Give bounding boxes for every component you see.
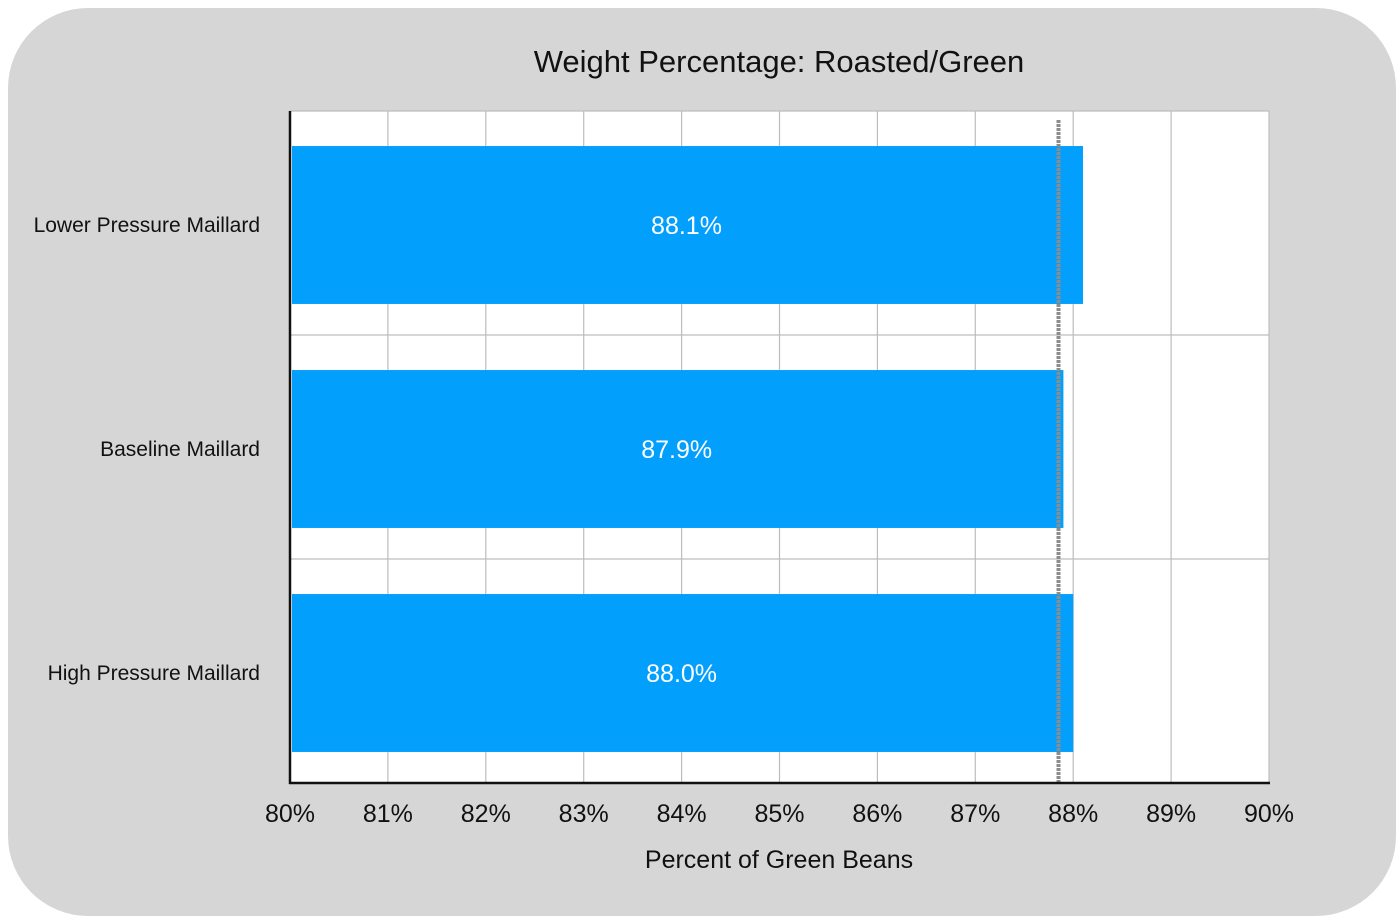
x-axis-title: Percent of Green Beans [645, 846, 913, 874]
x-tick-label: 89% [1146, 800, 1196, 828]
bar [292, 370, 1064, 528]
x-tick-label: 84% [657, 800, 707, 828]
x-tick-label: 87% [950, 800, 1000, 828]
chart-title: Weight Percentage: Roasted/Green [534, 44, 1025, 79]
x-tick-label: 85% [754, 800, 804, 828]
x-tick-label: 88% [1048, 800, 1098, 828]
bar-data-label: 87.9% [641, 436, 712, 464]
category-label: Lower Pressure Maillard [34, 214, 260, 237]
category-label: High Pressure Maillard [48, 662, 260, 685]
bar [292, 594, 1074, 752]
x-tick-label: 83% [559, 800, 609, 828]
bar-data-label: 88.1% [651, 212, 722, 240]
x-tick-label: 80% [265, 800, 315, 828]
x-tick-label: 86% [852, 800, 902, 828]
bar-data-label: 88.0% [646, 660, 717, 688]
category-labels: Lower Pressure Maillard Baseline Maillard… [34, 214, 260, 685]
axes [288, 111, 1270, 785]
x-tick-label: 81% [363, 800, 413, 828]
x-tick-labels: 80% 81% 82% 83% 84% 85% 86% 87% 88% 89% 90% [265, 800, 1294, 828]
x-tick-label: 90% [1244, 800, 1294, 828]
category-label: Baseline Maillard [100, 438, 260, 461]
bars: 88.1% 87.9% 88.0% [292, 146, 1083, 752]
bar [292, 146, 1083, 304]
x-tick-label: 82% [461, 800, 511, 828]
